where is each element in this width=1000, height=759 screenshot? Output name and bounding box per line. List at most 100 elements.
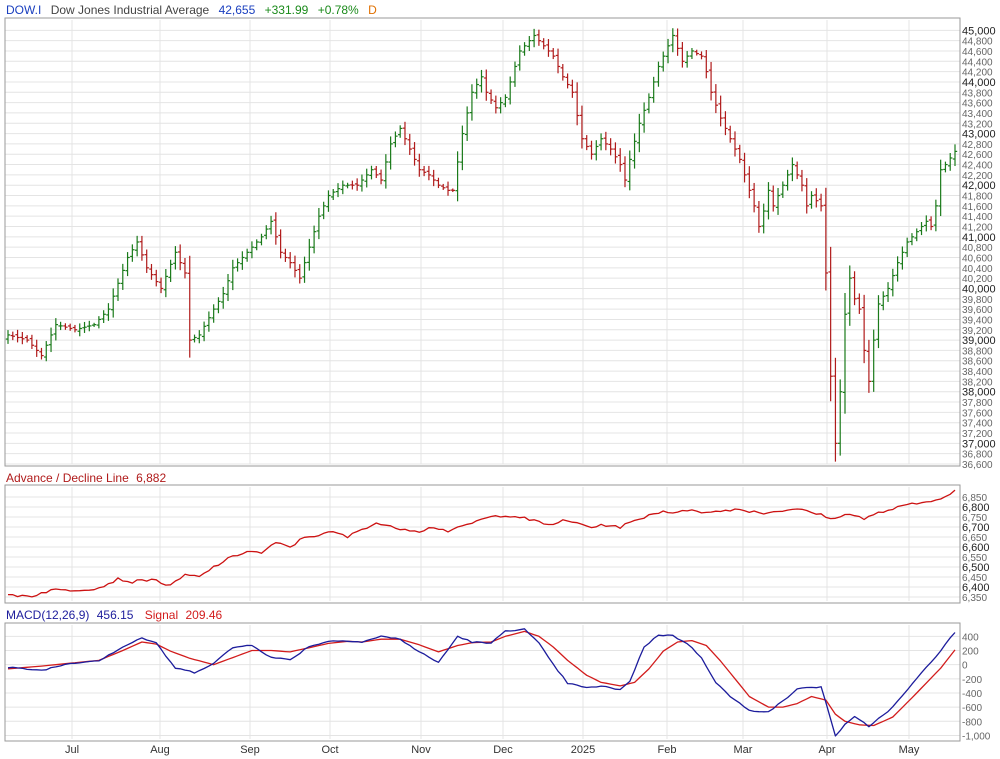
price-bar	[158, 277, 164, 294]
x-tick-label: Mar	[734, 744, 753, 756]
y-tick-label: 38,200	[962, 377, 993, 388]
price-bar	[192, 334, 197, 343]
y-tick-label: 0	[962, 661, 968, 672]
signal-value: 209.46	[185, 608, 222, 622]
price-bar	[359, 174, 365, 192]
price-bar	[771, 185, 776, 212]
y-tick-label: 42,800	[962, 140, 993, 151]
price-bar	[77, 323, 82, 337]
price-axis: 45,00044,80044,60044,40044,20044,00043,8…	[962, 25, 996, 471]
price-bar	[809, 191, 814, 209]
price-bar	[857, 293, 862, 314]
price-bar	[479, 69, 484, 93]
y-tick-label: -800	[962, 717, 982, 728]
period-label: D	[368, 3, 377, 17]
price-bar	[383, 154, 389, 189]
price-bar	[512, 61, 518, 87]
macd-grid	[5, 635, 960, 736]
price-bar	[216, 297, 221, 314]
price-bar	[5, 330, 11, 344]
price-bar	[130, 244, 135, 262]
price-bar	[297, 264, 302, 284]
adl-line	[7, 489, 956, 598]
price-bar	[182, 257, 188, 279]
y-tick-label: 41,600	[962, 202, 993, 213]
price-bar	[704, 50, 709, 79]
price-bar	[871, 329, 876, 392]
last-price: 42,655	[219, 3, 256, 17]
price-bar	[522, 42, 527, 56]
y-tick-label: 41,400	[962, 212, 993, 223]
price-bar	[149, 263, 154, 280]
price-bar	[919, 222, 924, 236]
price-bar	[29, 334, 35, 350]
price-bar	[890, 268, 896, 297]
price-bar	[933, 199, 939, 232]
y-tick-label: 43,200	[962, 119, 993, 130]
price-bar	[718, 95, 723, 127]
y-tick-label: 6,700	[962, 522, 990, 534]
x-tick-label: May	[899, 744, 920, 756]
y-tick-label: 40,200	[962, 274, 993, 285]
signal-label: Signal	[145, 608, 178, 622]
price-bar	[369, 165, 374, 180]
y-tick-label: 43,000	[962, 129, 996, 141]
price-bar	[938, 159, 943, 217]
x-tick-label: Apr	[818, 744, 835, 756]
price-bar	[608, 138, 613, 156]
price-bar	[680, 41, 685, 68]
price-bar	[900, 246, 905, 270]
price-bar	[924, 215, 929, 232]
x-tick-label: Jul	[65, 744, 79, 756]
price-bar	[63, 323, 68, 330]
y-tick-label: 43,400	[962, 109, 993, 120]
price-bar	[761, 203, 766, 234]
price-bar	[316, 207, 322, 240]
price-bar	[44, 341, 49, 362]
price-bar	[187, 255, 192, 358]
price-bar	[952, 144, 958, 167]
price-bar	[407, 133, 412, 155]
y-tick-label: 6,500	[962, 562, 990, 574]
price-bar	[34, 339, 39, 357]
price-bar	[618, 148, 623, 172]
price-bar	[794, 161, 800, 180]
price-bar	[111, 288, 116, 318]
price-bar	[163, 269, 169, 298]
price-bar	[637, 113, 642, 153]
price-bar	[536, 29, 542, 46]
macd-series-line	[7, 628, 956, 737]
y-tick-label: 6,850	[962, 493, 987, 504]
price-bar	[694, 49, 699, 56]
y-tick-label: 39,400	[962, 315, 993, 326]
y-tick-label: 38,400	[962, 367, 993, 378]
price-bar	[278, 229, 283, 259]
y-tick-label: 6,600	[962, 542, 990, 554]
y-tick-label: 39,600	[962, 305, 993, 316]
price-bar	[742, 152, 747, 183]
price-bar	[201, 321, 207, 342]
price-bar	[96, 316, 102, 329]
y-tick-label: 40,800	[962, 243, 993, 254]
x-tick-label: Sep	[240, 744, 260, 756]
y-tick-label: 37,400	[962, 419, 993, 430]
price-bar	[268, 215, 274, 235]
price-bar	[560, 64, 566, 81]
price-bar	[72, 324, 78, 333]
date-axis: Jul Aug Sep Oct Nov Dec 2025 Feb Mar Apr May	[65, 744, 920, 756]
price-bar	[292, 255, 298, 278]
price-bar	[264, 225, 269, 240]
y-tick-label: 37,600	[962, 408, 993, 419]
price-bar	[866, 339, 872, 393]
price-bar	[565, 73, 570, 89]
price-bar	[82, 321, 87, 333]
price-bar	[259, 233, 264, 246]
y-tick-label: 38,800	[962, 346, 993, 357]
price-bar	[751, 182, 757, 213]
adl-grid	[5, 496, 960, 598]
price-bar	[91, 322, 97, 327]
price-bar	[115, 278, 121, 301]
price-bar	[441, 183, 446, 190]
y-tick-label: 36,800	[962, 450, 993, 461]
